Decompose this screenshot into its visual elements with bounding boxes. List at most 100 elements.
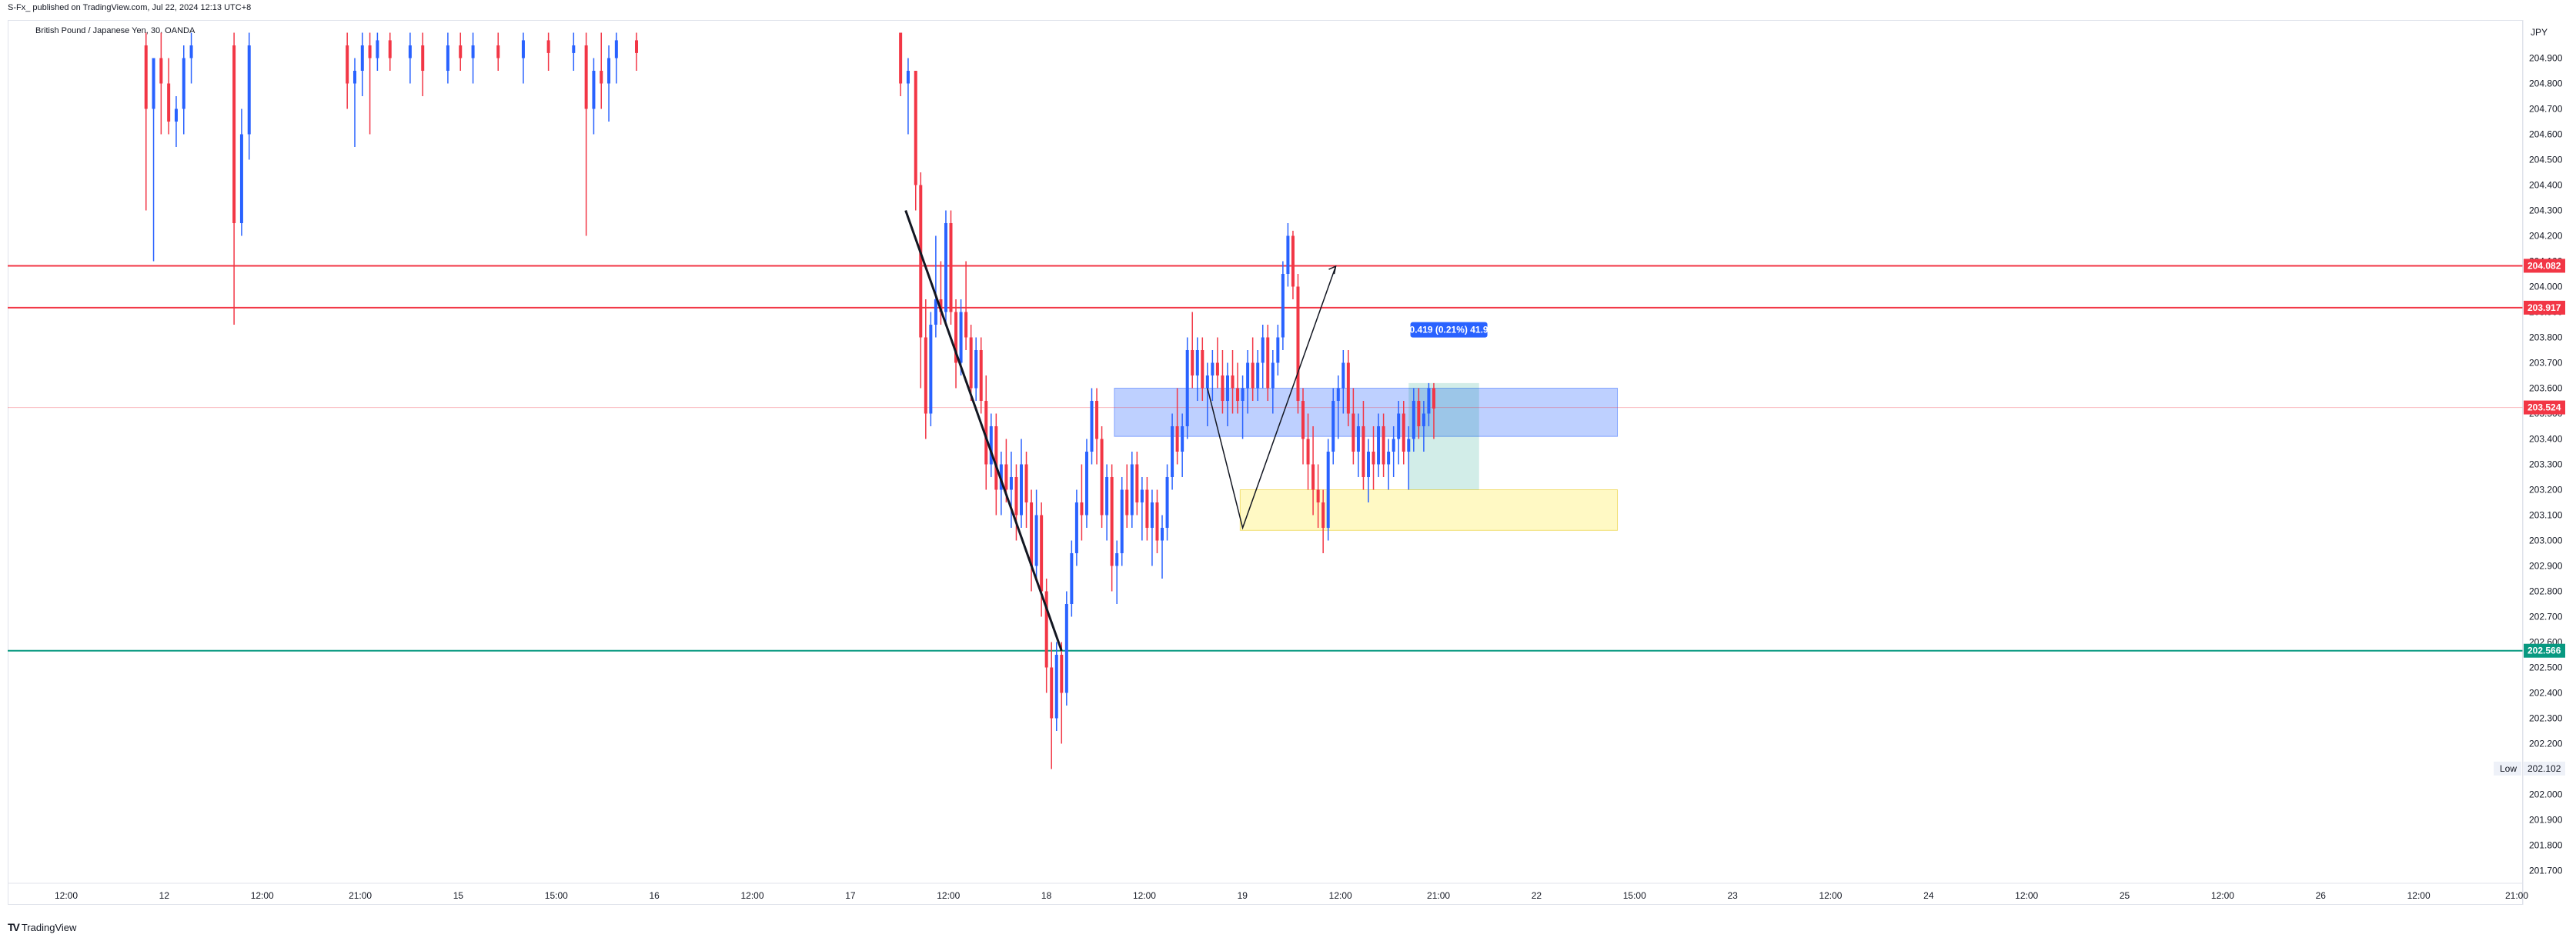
time-tick-7: 12:00 <box>741 890 764 901</box>
candle-59 <box>1044 579 1048 693</box>
candle-body <box>1084 452 1088 516</box>
candle-body <box>1195 350 1199 375</box>
candle-109 <box>1296 274 1300 414</box>
blue-zone <box>1114 388 1619 437</box>
candle-body <box>934 299 937 325</box>
price-tick-0: 204.900 <box>2529 53 2563 64</box>
time-tick-0: 12:00 <box>55 890 78 901</box>
candle-body <box>408 45 412 58</box>
candle-116 <box>1331 388 1335 465</box>
candle-27 <box>600 32 603 109</box>
candle-body <box>1125 489 1129 516</box>
time-tick-4: 15 <box>453 890 464 901</box>
low-value: 202.102 <box>2528 763 2561 774</box>
price-tick-4: 204.500 <box>2529 155 2563 165</box>
candle-53 <box>1014 464 1018 541</box>
candle-77 <box>1135 452 1139 516</box>
price-tick-5: 204.400 <box>2529 180 2563 191</box>
zones-layer <box>1114 382 1619 531</box>
candle-31 <box>899 32 903 96</box>
candle-body <box>614 40 618 58</box>
candle-body <box>1211 362 1214 375</box>
trend-line <box>904 209 1063 652</box>
candle-body <box>1080 502 1084 516</box>
candle-body <box>360 45 364 71</box>
candle-body <box>906 71 910 84</box>
candle-80 <box>1150 489 1154 566</box>
candle-118 <box>1341 350 1345 414</box>
candle-body <box>521 40 525 58</box>
candle-body <box>1422 413 1425 426</box>
time-tick-25: 21:00 <box>2505 890 2528 901</box>
candle-23 <box>546 32 550 71</box>
candle-21 <box>496 32 500 71</box>
candle-body <box>1181 426 1184 452</box>
candle-body <box>984 401 988 465</box>
candle-8 <box>239 108 243 236</box>
price-tick-30: 201.900 <box>2529 815 2563 826</box>
time-tick-13: 12:00 <box>1329 890 1352 901</box>
level-badge-2-bg <box>2524 643 2565 658</box>
candle-body <box>1090 401 1094 452</box>
low-label: Low <box>2500 763 2517 774</box>
time-tick-14: 21:00 <box>1427 890 1450 901</box>
candle-103 <box>1266 325 1270 401</box>
candle-body <box>496 45 500 58</box>
candle-body <box>1040 515 1044 592</box>
price-tick-9: 204.000 <box>2529 282 2563 292</box>
candle-body <box>1306 439 1310 465</box>
candle-5 <box>182 45 185 135</box>
candle-12 <box>360 32 364 96</box>
candle-body <box>1105 477 1109 516</box>
candle-body <box>182 58 185 109</box>
time-tick-10: 18 <box>1041 890 1052 901</box>
candle-body <box>1256 362 1260 389</box>
candle-body <box>1366 452 1370 477</box>
candle-86 <box>1181 413 1184 477</box>
candle-body <box>1251 362 1255 389</box>
candle-body <box>1161 528 1164 541</box>
candle-69 <box>1095 388 1099 465</box>
candle-body <box>167 83 171 122</box>
candle-body <box>1336 388 1340 401</box>
candle-17 <box>421 32 425 96</box>
candle-body <box>1009 477 1013 490</box>
candle-126 <box>1382 413 1385 477</box>
time-tick-1: 12 <box>159 890 170 901</box>
candle-0 <box>144 32 148 211</box>
candle-134 <box>1422 401 1425 452</box>
candle-45 <box>974 337 978 401</box>
candle-body <box>1135 464 1139 502</box>
candle-body <box>1191 350 1194 375</box>
candle-body <box>1050 667 1054 719</box>
candle-body <box>969 337 973 389</box>
candle-body <box>1044 591 1048 668</box>
candle-25 <box>584 32 588 236</box>
candle-body <box>459 45 463 58</box>
time-tick-21: 25 <box>2120 890 2130 901</box>
candle-112 <box>1311 426 1315 516</box>
candle-91 <box>1205 362 1209 426</box>
price-tick-16: 203.300 <box>2529 459 2563 470</box>
candle-123 <box>1366 439 1370 502</box>
candle-16 <box>408 32 412 84</box>
candle-body <box>1100 439 1104 516</box>
candle-body <box>421 45 425 71</box>
candle-18 <box>446 32 449 84</box>
candle-84 <box>1171 413 1174 490</box>
candle-28 <box>607 45 611 122</box>
level-badge-1: 203.917 <box>2528 302 2561 313</box>
candle-106 <box>1281 261 1285 350</box>
candle-54 <box>1020 439 1024 528</box>
candle-108 <box>1291 230 1295 299</box>
candle-body <box>1215 362 1219 375</box>
candle-115 <box>1326 439 1330 541</box>
candle-body <box>1311 464 1315 490</box>
candle-76 <box>1130 452 1134 528</box>
candle-body <box>1387 452 1391 465</box>
price-badges: 204.082 203.917 202.566 203.524 Low 202.102 <box>2494 259 2565 776</box>
time-tick-24: 12:00 <box>2407 890 2431 901</box>
price-tick-24: 202.500 <box>2529 662 2563 673</box>
candle-97 <box>1236 362 1240 414</box>
